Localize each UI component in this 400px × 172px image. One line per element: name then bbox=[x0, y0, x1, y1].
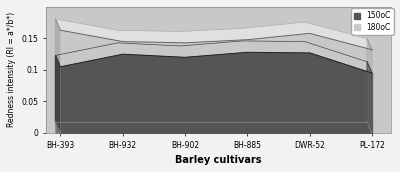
Y-axis label: Redness intensity (RI = a*/b*): Redness intensity (RI = a*/b*) bbox=[7, 12, 16, 127]
Polygon shape bbox=[367, 62, 372, 133]
Polygon shape bbox=[367, 38, 372, 133]
Polygon shape bbox=[56, 55, 60, 133]
Legend: 150oC, 180oC: 150oC, 180oC bbox=[351, 8, 394, 35]
Polygon shape bbox=[56, 19, 60, 133]
X-axis label: Barley cultivars: Barley cultivars bbox=[175, 155, 262, 165]
